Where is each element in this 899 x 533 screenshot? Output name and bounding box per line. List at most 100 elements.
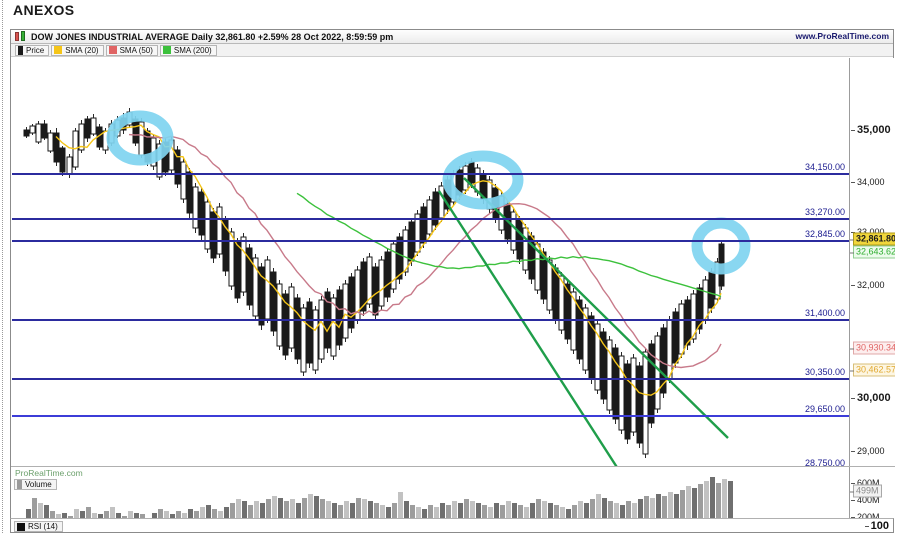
volume-bar: [452, 501, 457, 533]
horizontal-level-line[interactable]: [12, 240, 849, 242]
volume-bar: [284, 501, 289, 533]
price-value-box[interactable]: 30,462.57: [849, 363, 895, 377]
volume-bar: [320, 499, 325, 533]
price-value-box[interactable]: 32,643.62: [849, 245, 895, 259]
horizontal-level-label: 28,750.00: [804, 458, 845, 466]
price-axis-tick: 35,000: [851, 124, 891, 136]
horizontal-level-line[interactable]: [12, 173, 849, 175]
volume-bar: [668, 492, 673, 533]
volume-bar: [290, 499, 295, 533]
price-plot-area[interactable]: 34,150.00 33,270.00 32,845.00 31,400.00 30,3…: [12, 58, 850, 466]
volume-axis-tick: 400M: [851, 495, 880, 505]
volume-bar: [32, 498, 37, 533]
prorealtime-watermark: ProRealTime.com: [15, 468, 83, 478]
chart-window: DOW JONES INDUSTRIAL AVERAGE Daily 32,86…: [10, 29, 895, 533]
legend-item-sma-20[interactable]: SMA (20): [51, 44, 104, 56]
price-axis-tick: 30,000: [851, 392, 891, 404]
price-axis-tick: 33,000: [851, 227, 885, 237]
legend-item-sma-200[interactable]: SMA (200): [159, 44, 217, 56]
volume-bar: [470, 501, 475, 533]
volume-bar: [278, 498, 283, 533]
horizontal-level-label: 33,270.00: [804, 207, 845, 217]
volume-bar: [644, 496, 649, 533]
volume-bar: [242, 501, 247, 533]
volume-bar: [368, 501, 373, 533]
chart-title-text: DOW JONES INDUSTRIAL AVERAGE Daily 32,86…: [31, 31, 394, 42]
rsi-legend-label: RSI (14): [28, 522, 58, 531]
legend-item-label: SMA (50): [119, 45, 153, 55]
volume-bar: [308, 494, 313, 533]
horizontal-level-line[interactable]: [12, 319, 849, 321]
volume-bar: [674, 494, 679, 533]
horizontal-level-line[interactable]: [12, 415, 849, 417]
volume-bar: [578, 501, 583, 533]
volume-bar: [602, 498, 607, 533]
volume-swatch-icon: [17, 480, 22, 489]
rsi-swatch-icon: [17, 522, 25, 531]
volume-bar: [686, 486, 691, 533]
volume-value-box[interactable]: 499M: [850, 484, 882, 498]
volume-bar: [698, 484, 703, 533]
volume-bar: [344, 501, 349, 533]
horizontal-level-label: 31,400.00: [804, 308, 845, 318]
candlestick-icon: [14, 31, 28, 42]
volume-bar: [656, 494, 661, 533]
legend-swatch-icon: [18, 45, 23, 55]
volume-bar: [542, 501, 547, 533]
volume-bar: [596, 494, 601, 533]
volume-bar: [272, 496, 277, 533]
volume-bar: [662, 496, 667, 533]
legend-item-label: SMA (200): [173, 45, 212, 55]
indicator-legend-bar: Price SMA (20) SMA (50) SMA (200): [11, 44, 893, 57]
annotation-highlight-oval-3: [691, 217, 751, 275]
price-axis-tick: 29,000: [851, 446, 885, 456]
volume-bar: [650, 498, 655, 533]
rsi-axis-label: 100: [864, 520, 889, 532]
volume-bar: [710, 477, 715, 533]
volume-axis-tick: 600M: [851, 478, 880, 488]
volume-bar: [236, 499, 241, 533]
volume-legend: Volume: [14, 479, 57, 490]
volume-bar: [266, 499, 271, 533]
volume-bar: [362, 499, 367, 533]
page-title: ANEXOS: [13, 2, 75, 18]
volume-bar: [728, 481, 733, 533]
price-axis-tick: 32,000: [851, 280, 885, 290]
volume-bar: [704, 481, 709, 533]
price-axis-tick: 34,000: [851, 177, 885, 187]
trendline-channel-upper[interactable]: [463, 177, 729, 439]
chart-titlebar[interactable]: DOW JONES INDUSTRIAL AVERAGE Daily 32,86…: [11, 30, 893, 44]
volume-bar: [464, 499, 469, 533]
price-overlay-svg: [23, 108, 751, 466]
volume-bar: [722, 479, 727, 533]
volume-bar: [314, 496, 319, 533]
volume-bar: [506, 501, 511, 533]
annotation-highlight-oval-1: [106, 110, 174, 166]
price-value-box[interactable]: 30,930.34: [849, 341, 895, 355]
legend-item-sma-50[interactable]: SMA (50): [105, 44, 158, 56]
volume-bar: [590, 499, 595, 533]
legend-item-label: Price: [26, 45, 45, 55]
volume-axis-tick: 200M: [851, 512, 880, 522]
prorealtime-brand-link[interactable]: www.ProRealTime.com: [795, 31, 889, 41]
volume-bar: [608, 501, 613, 533]
sma-200-line: [296, 192, 722, 298]
horizontal-level-label: 34,150.00: [804, 162, 845, 172]
volume-bar: [356, 498, 361, 533]
horizontal-level-label: 32,845.00: [804, 229, 845, 239]
price-axis[interactable]: 35,000 34,000 33,000 32,000 30,000 29,000 32,8…: [849, 58, 895, 466]
price-value-box[interactable]: 32,861.80: [849, 232, 895, 246]
volume-legend-label: Volume: [25, 480, 52, 489]
legend-swatch-icon: [162, 46, 171, 54]
volume-bar: [716, 483, 721, 533]
volume-axis[interactable]: 600M 400M 200M 499M: [850, 467, 895, 533]
trendline-channel-lower[interactable]: [437, 190, 649, 466]
horizontal-level-line[interactable]: [12, 378, 849, 380]
legend-item-price[interactable]: Price: [15, 44, 50, 56]
document-margin-guide: [2, 0, 3, 533]
volume-bar: [692, 488, 697, 533]
legend-item-label: SMA (20): [65, 45, 99, 55]
horizontal-level-line[interactable]: [12, 218, 849, 220]
volume-bar: [302, 498, 307, 533]
